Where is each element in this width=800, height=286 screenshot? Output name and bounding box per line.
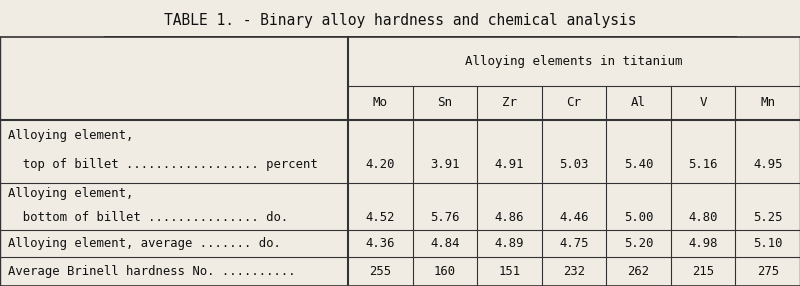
Text: 3.91: 3.91 bbox=[430, 158, 460, 171]
Text: Al: Al bbox=[631, 96, 646, 110]
Text: 5.76: 5.76 bbox=[430, 210, 460, 224]
Text: 215: 215 bbox=[692, 265, 714, 278]
Text: Alloying elements in titanium: Alloying elements in titanium bbox=[466, 55, 682, 68]
Text: 5.40: 5.40 bbox=[624, 158, 654, 171]
Text: 5.10: 5.10 bbox=[753, 237, 782, 250]
Text: Alloying element,: Alloying element, bbox=[8, 187, 134, 200]
Text: 255: 255 bbox=[370, 265, 391, 278]
Text: 4.80: 4.80 bbox=[688, 210, 718, 224]
Text: 4.20: 4.20 bbox=[366, 158, 395, 171]
Text: 262: 262 bbox=[627, 265, 650, 278]
Text: 4.84: 4.84 bbox=[430, 237, 460, 250]
Text: TABLE 1. - Binary alloy hardness and chemical analysis: TABLE 1. - Binary alloy hardness and che… bbox=[164, 13, 636, 28]
Text: Alloying element, average ....... do.: Alloying element, average ....... do. bbox=[8, 237, 281, 250]
Text: 5.00: 5.00 bbox=[624, 210, 654, 224]
Text: 160: 160 bbox=[434, 265, 456, 278]
Text: Mo: Mo bbox=[373, 96, 388, 110]
Text: 4.95: 4.95 bbox=[753, 158, 782, 171]
Text: 4.46: 4.46 bbox=[559, 210, 589, 224]
Text: 275: 275 bbox=[757, 265, 778, 278]
Text: 4.75: 4.75 bbox=[559, 237, 589, 250]
Text: 151: 151 bbox=[498, 265, 521, 278]
Text: 4.52: 4.52 bbox=[366, 210, 395, 224]
Text: Cr: Cr bbox=[566, 96, 582, 110]
Text: 4.98: 4.98 bbox=[688, 237, 718, 250]
Text: V: V bbox=[699, 96, 707, 110]
Text: 4.89: 4.89 bbox=[494, 237, 524, 250]
Text: top of billet .................. percent: top of billet .................. percent bbox=[8, 158, 318, 171]
Text: Alloying element,: Alloying element, bbox=[8, 129, 134, 142]
Text: 4.86: 4.86 bbox=[494, 210, 524, 224]
Text: 5.03: 5.03 bbox=[559, 158, 589, 171]
Text: 5.20: 5.20 bbox=[624, 237, 654, 250]
Text: Mn: Mn bbox=[760, 96, 775, 110]
Text: 232: 232 bbox=[563, 265, 585, 278]
Text: Zr: Zr bbox=[502, 96, 517, 110]
Text: bottom of billet ............... do.: bottom of billet ............... do. bbox=[8, 210, 288, 224]
Text: 5.25: 5.25 bbox=[753, 210, 782, 224]
Text: Sn: Sn bbox=[438, 96, 452, 110]
Text: 4.36: 4.36 bbox=[366, 237, 395, 250]
Text: Average Brinell hardness No. ..........: Average Brinell hardness No. .......... bbox=[8, 265, 296, 278]
Text: 5.16: 5.16 bbox=[688, 158, 718, 171]
Text: 4.91: 4.91 bbox=[494, 158, 524, 171]
